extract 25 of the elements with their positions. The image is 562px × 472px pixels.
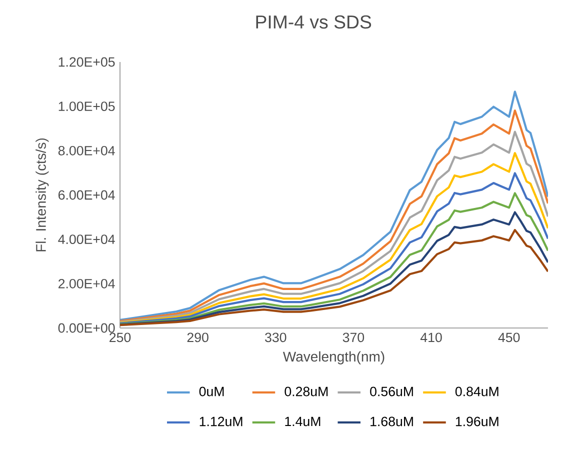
y-tick-label: 1.20E+05 [58,57,115,67]
x-tick-label: 370 [342,332,364,342]
y-axis-title: Fl. Intensity (cts/s) [36,138,49,252]
legend-label: 1.96uM [456,416,498,426]
legend-label: 0.56uM [370,386,413,396]
line-series [120,228,548,326]
legend-label: 1.12uM [200,416,242,426]
legend-label: 0uM [199,386,224,396]
y-tick-label: 1.00E+05 [58,102,115,112]
x-axis-title: Wavelength(nm) [282,351,384,364]
y-tick-label: 0.00E+00 [58,323,115,333]
y-tick-label: 4.00E+04 [58,234,115,244]
legend-label: 1.4uM [285,416,320,426]
x-tick-label: 410 [420,332,442,342]
x-tick-label: 250 [110,332,131,342]
legend-label: 0.84uM [455,386,498,396]
y-tick-label: 8.00E+04 [58,146,115,156]
x-tick-label: 290 [187,332,208,342]
y-tick-label: 6.00E+04 [58,190,115,200]
x-tick-label: 330 [265,332,286,342]
legend-label: 1.68uM [370,416,413,426]
x-tick-label: 450 [498,332,520,342]
legend-label: 0.28uM [284,386,328,396]
chart-title: PIM-4 vs SDS [256,15,372,29]
y-tick-label: 2.00E+04 [58,278,115,288]
